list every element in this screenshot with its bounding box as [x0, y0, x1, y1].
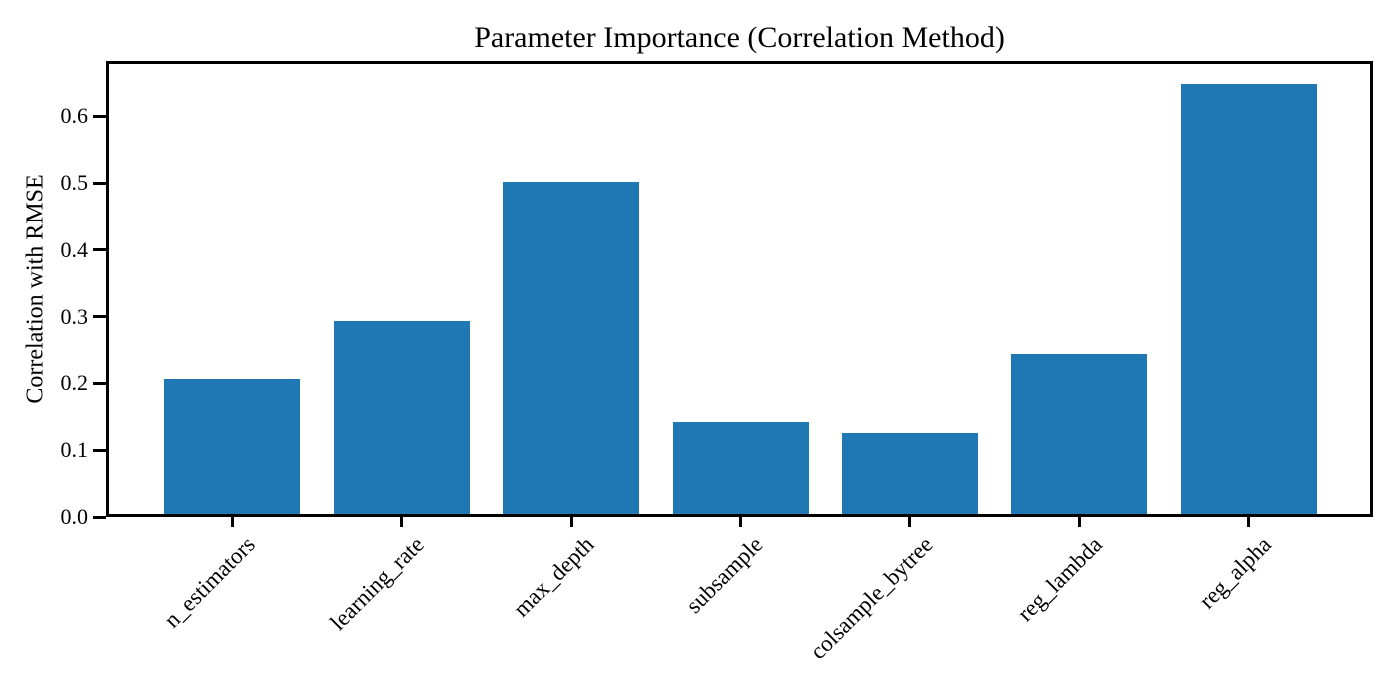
x-tick-mark [230, 514, 234, 527]
x-tick-label: reg_alpha [1194, 531, 1277, 614]
bar-n_estimators [164, 378, 301, 517]
y-tick-mark [93, 181, 106, 185]
y-tick-label: 0.5 [60, 170, 89, 196]
x-tick-label: reg_lambda [1012, 531, 1107, 627]
bar-max_depth [503, 181, 640, 517]
x-tick-label: learning_rate [325, 531, 430, 636]
y-tick-label: 0.0 [60, 504, 89, 529]
x-tick-label: subsample [681, 531, 768, 619]
x-tick-label: colsample_bytree [804, 531, 938, 665]
y-tick-label: 0.4 [60, 236, 89, 262]
y-tick-mark [93, 315, 106, 319]
bar-learning_rate [333, 321, 470, 517]
y-tick-mark [93, 248, 106, 252]
bar-reg_alpha [1180, 84, 1317, 517]
x-tick-label: n_estimators [158, 531, 260, 633]
bar-colsample_bytree [841, 432, 978, 517]
bar-reg_lambda [1011, 354, 1148, 517]
x-tick-mark [569, 514, 573, 527]
x-tick-mark [1247, 514, 1251, 527]
chart-title: Parameter Importance (Correlation Method… [474, 21, 1005, 54]
y-tick-mark [93, 515, 106, 519]
bar-subsample [672, 422, 809, 517]
x-tick-mark [908, 514, 912, 527]
y-tick-label: 0.6 [60, 103, 89, 129]
x-tick-mark [1077, 514, 1081, 527]
y-tick-mark [93, 448, 106, 452]
y-tick-label: 0.2 [60, 370, 89, 396]
y-tick-label: 0.1 [60, 437, 89, 463]
x-tick-mark [400, 514, 404, 527]
x-tick-mark [739, 514, 742, 527]
y-tick-mark [93, 114, 106, 118]
y-tick-label: 0.3 [60, 303, 89, 329]
x-tick-label: max_depth [508, 531, 599, 622]
y-tick-mark [93, 381, 106, 385]
